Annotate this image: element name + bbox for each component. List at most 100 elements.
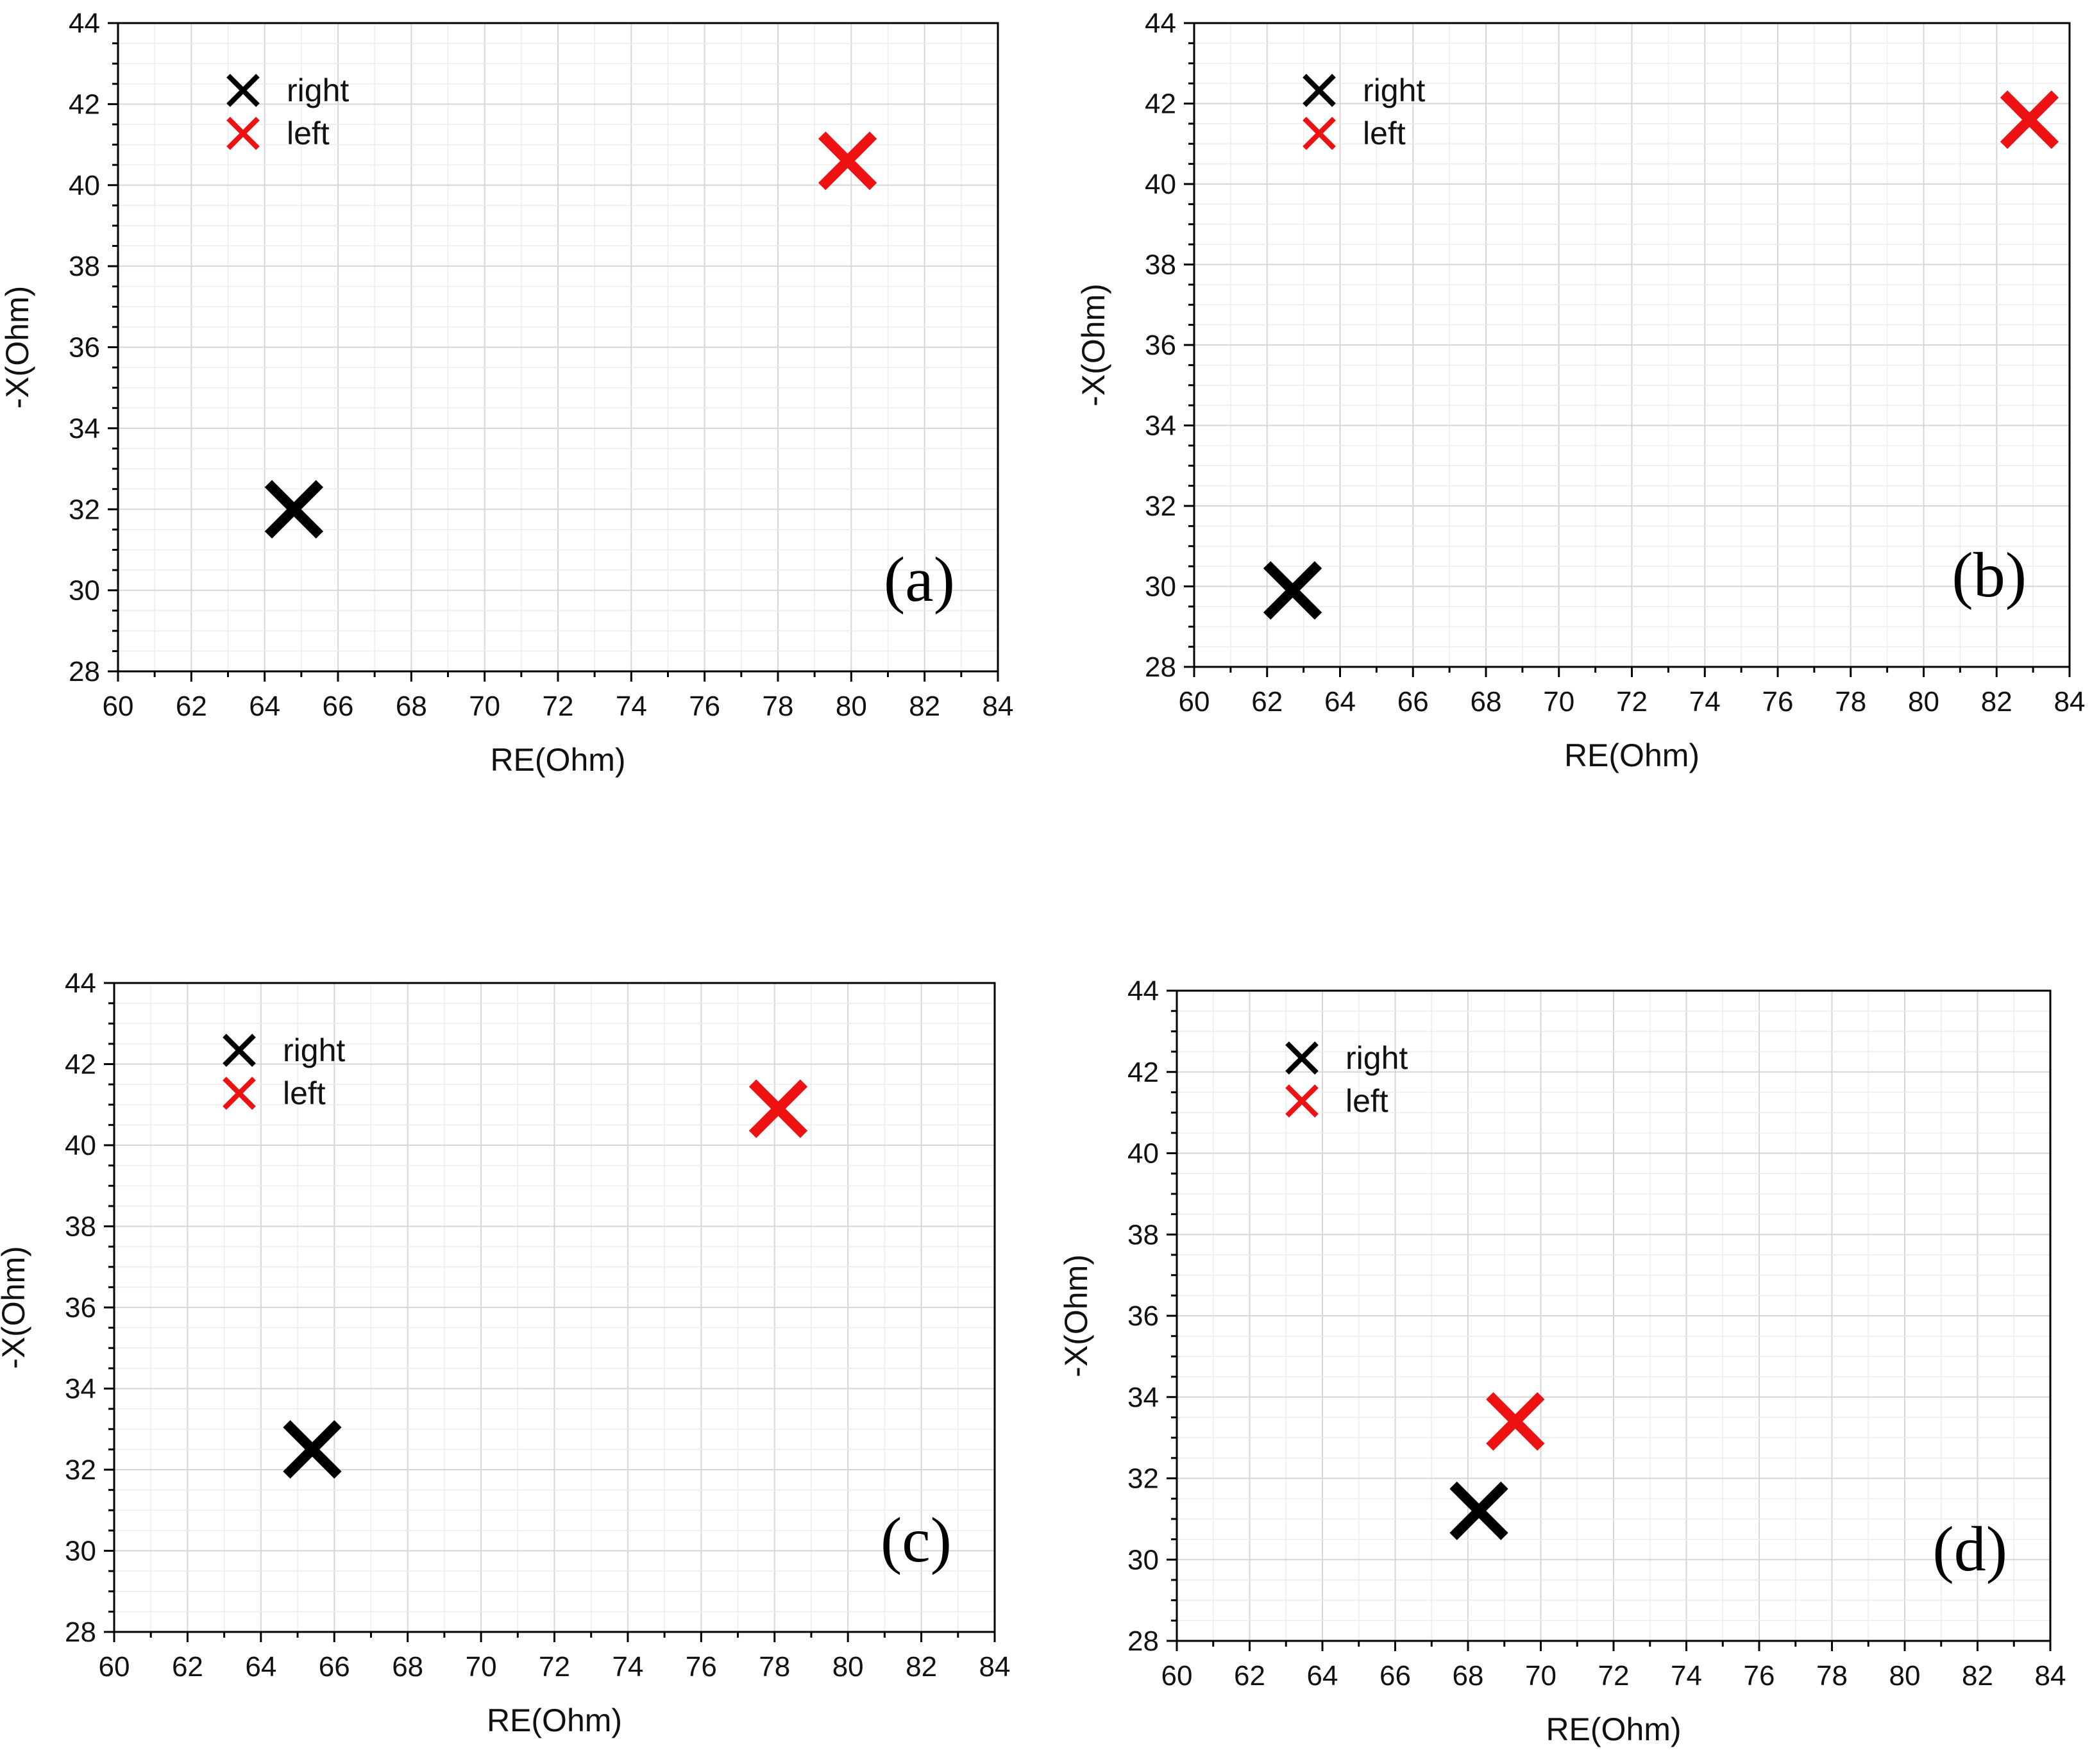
x-tick-label: 60: [1179, 686, 1210, 718]
x-tick-label: 66: [323, 691, 354, 722]
y-axis-title: -X(Ohm): [1058, 1254, 1094, 1377]
legend-marker-right: [223, 1034, 256, 1067]
legend-label-left: left: [283, 1075, 326, 1111]
data-point-left-stroke-2: [748, 1079, 808, 1138]
y-tick-label: 40: [69, 170, 100, 201]
y-tick-label: 30: [65, 1536, 96, 1567]
chart-panel-2: 60 62 64 66 68 70 72 74 76 78 80 82 84 28 30 32 34 36 38 40…: [1076, 8, 2085, 773]
panel-label: (d): [1932, 1513, 2007, 1584]
x-tick-label: 72: [543, 691, 574, 722]
y-axis-title: -X(Ohm): [1076, 283, 1111, 407]
x-tick-label: 64: [249, 691, 280, 722]
legend-marker-right-stroke-2: [226, 74, 260, 107]
y-tick-label: 44: [1145, 8, 1176, 39]
x-tick-label: 60: [99, 1651, 130, 1683]
x-tick-label: 60: [1161, 1660, 1193, 1692]
legend-marker-left-stroke-2: [223, 1077, 256, 1110]
x-tick-label: 68: [396, 691, 427, 722]
legend-marker-left: [223, 1077, 256, 1110]
y-axis-title: -X(Ohm): [0, 286, 35, 409]
legend: right left: [226, 72, 349, 151]
data-point-left-stroke-2: [1486, 1392, 1545, 1451]
legend-marker-right: [1285, 1041, 1319, 1075]
y-tick-label: 40: [65, 1130, 96, 1161]
legend-label-right: right: [283, 1032, 345, 1068]
x-tick-label: 62: [1251, 686, 1283, 718]
legend-label-right: right: [1345, 1040, 1408, 1076]
x-tick-label: 76: [1744, 1660, 1775, 1692]
data-points: [264, 131, 877, 539]
x-tick-label: 82: [906, 1651, 937, 1683]
y-tick-label: 34: [65, 1373, 96, 1405]
x-tick-label: 66: [319, 1651, 350, 1683]
x-tick-label: 64: [1324, 686, 1356, 718]
y-tick-label: 32: [1127, 1463, 1159, 1495]
x-tick-label: 84: [2035, 1660, 2066, 1692]
y-tick-label: 42: [1145, 88, 1176, 120]
x-tick-label: 84: [983, 691, 1014, 722]
x-tick-label: 78: [763, 691, 794, 722]
data-points: [1263, 90, 2059, 620]
data-points: [283, 1079, 808, 1479]
chart-panel-3: 60 62 64 66 68 70 72 74 76 78 80 82 84 28 30 32 34 36 38 40…: [0, 968, 1010, 1738]
legend-marker-left: [1285, 1084, 1319, 1118]
legend-marker-left-stroke-2: [1303, 117, 1336, 150]
x-tick-label: 80: [832, 1651, 864, 1683]
legend-label-right: right: [287, 72, 349, 108]
legend-marker-right-stroke-2: [223, 1034, 256, 1067]
data-point-right: [264, 480, 324, 539]
y-tick-label: 44: [69, 8, 100, 39]
y-tick-label: 30: [69, 575, 100, 607]
x-tick-label: 62: [176, 691, 207, 722]
x-tick-label: 72: [1616, 686, 1648, 718]
grid: [1177, 991, 2050, 1641]
x-tick-label: 76: [1762, 686, 1794, 718]
y-tick-label: 38: [65, 1211, 96, 1243]
x-axis-title: RE(Ohm): [1546, 1711, 1681, 1747]
legend-label-left: left: [1345, 1083, 1388, 1119]
data-point-right: [1263, 561, 1322, 620]
x-tick-label: 76: [689, 691, 720, 722]
y-tick-label: 36: [1127, 1300, 1159, 1332]
x-tick-label: 74: [616, 691, 647, 722]
x-axis-title: RE(Ohm): [487, 1702, 622, 1738]
y-tick-label: 44: [1127, 975, 1159, 1007]
y-tick-label: 32: [69, 494, 100, 525]
x-tick-label: 80: [836, 691, 867, 722]
data-point-left-stroke-2: [2000, 90, 2059, 149]
x-tick-label: 74: [612, 1651, 643, 1683]
x-tick-label: 70: [466, 1651, 497, 1683]
x-tick-label: 82: [909, 691, 940, 722]
data-point-right-stroke-2: [283, 1420, 342, 1479]
data-point-right-stroke-2: [1263, 561, 1322, 620]
y-tick-label: 34: [1127, 1382, 1159, 1413]
x-tick-label: 74: [1689, 686, 1721, 718]
legend-marker-left-stroke-2: [1285, 1084, 1319, 1118]
y-axis: 28 30 32 34 36 38 40 42 44: [1127, 975, 1177, 1657]
y-tick-label: 28: [1145, 651, 1176, 683]
legend: right left: [223, 1032, 345, 1111]
chart-panel-1: 60 62 64 66 68 70 72 74 76 78 80 82 84 28 30 32 34 36 38 40…: [0, 8, 1013, 778]
y-tick-label: 30: [1127, 1544, 1159, 1575]
x-tick-label: 80: [1889, 1660, 1921, 1692]
panel-label: (a): [884, 544, 955, 615]
x-tick-label: 68: [1453, 1660, 1484, 1692]
data-point-left: [2000, 90, 2059, 149]
y-tick-label: 32: [65, 1454, 96, 1486]
y-tick-label: 30: [1145, 571, 1176, 603]
x-tick-label: 74: [1671, 1660, 1702, 1692]
data-points: [1449, 1392, 1545, 1540]
x-tick-label: 62: [172, 1651, 203, 1683]
y-axis: 28 30 32 34 36 38 40 42 44: [69, 8, 118, 687]
x-tick-label: 66: [1397, 686, 1429, 718]
x-tick-label: 84: [979, 1651, 1011, 1683]
y-tick-label: 34: [69, 413, 100, 444]
x-axis: 60 62 64 66 68 70 72 74 76 78 80 82 84: [99, 1632, 1011, 1683]
x-axis-title: RE(Ohm): [1564, 737, 1700, 773]
legend-marker-left: [226, 117, 260, 150]
x-tick-label: 72: [1598, 1660, 1630, 1692]
chart-panel-4: 60 62 64 66 68 70 72 74 76 78 80 82 84 28 30 32 34 36 38 40…: [1058, 975, 2066, 1747]
x-tick-label: 68: [392, 1651, 423, 1683]
data-point-right: [1449, 1481, 1508, 1540]
legend-label-left: left: [287, 115, 330, 151]
